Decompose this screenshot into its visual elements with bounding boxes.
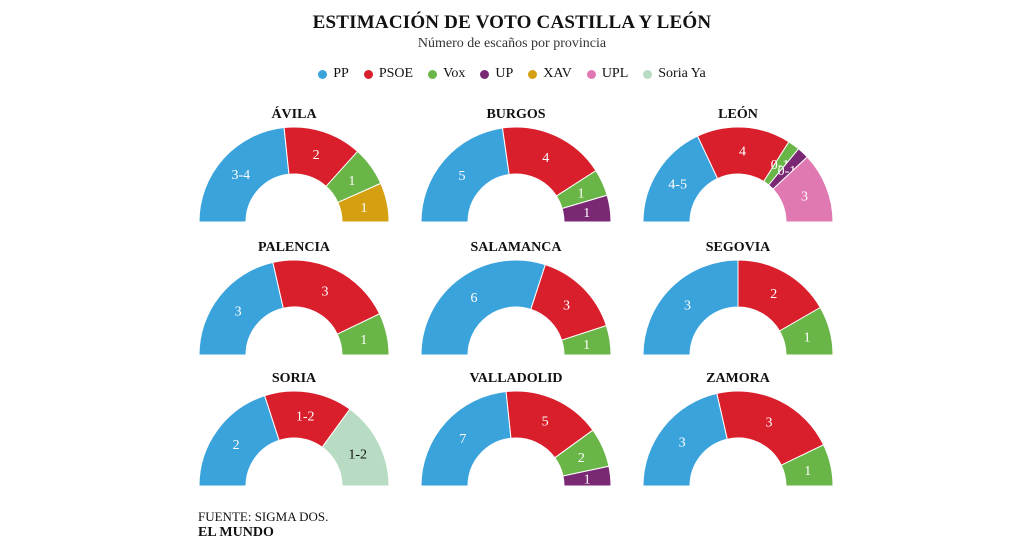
segment-label: 1 <box>578 186 585 201</box>
segment-label: 3 <box>235 304 242 319</box>
segment-label: 2 <box>770 287 777 302</box>
province-title: LEÓN <box>718 105 758 122</box>
segment-up <box>562 465 612 487</box>
segment-pp <box>420 259 546 356</box>
legend-dot-xav <box>528 69 538 79</box>
segment-pp <box>642 259 739 356</box>
segment-label: 1 <box>348 174 355 189</box>
segment-label: 3-4 <box>232 168 251 183</box>
segment-upl <box>772 156 834 223</box>
legend-label-soria-ya: Soria Ya <box>658 66 706 81</box>
segment-pp <box>198 126 290 223</box>
segment-label: 4-5 <box>668 178 687 193</box>
legend-item-up: UP <box>480 66 513 82</box>
segment-label: 2 <box>233 438 240 453</box>
segment-label: 1 <box>584 473 591 488</box>
segment-label: 5 <box>542 415 549 430</box>
province-palencia: PALENCIA 3 3 1 <box>198 240 390 356</box>
legend-label-xav: XAV <box>543 66 572 81</box>
segment-label: 1 <box>583 206 590 221</box>
segment-label: 3 <box>766 416 773 431</box>
legend-item-soria-ya: Soria Ya <box>643 66 706 82</box>
province-title: BURGOS <box>486 107 545 122</box>
legend-dot-vox <box>428 69 438 79</box>
segment-pp <box>420 390 512 487</box>
segment-label: 2 <box>578 451 585 466</box>
segment-label: 3 <box>679 435 686 450</box>
segment-label: 1 <box>804 330 811 345</box>
province-valladolid: VALLADOLID 7 5 2 1 <box>420 371 612 488</box>
legend-label-pp: PP <box>333 66 349 81</box>
segment-label: 1 <box>804 464 811 479</box>
segment-label: 7 <box>459 432 466 447</box>
province-title: VALLADOLID <box>469 371 562 386</box>
province-zamora: ZAMORA 3 3 1 <box>642 371 834 487</box>
segment-up <box>561 194 612 223</box>
segment-label: 4 <box>739 145 746 160</box>
segment-label: 6 <box>470 291 477 306</box>
segment-label: 3 <box>684 298 691 313</box>
province-title: ZAMORA <box>706 371 771 386</box>
chart-title: ESTIMACIÓN DE VOTO CASTILLA Y LEÓN <box>312 12 712 33</box>
province-avila: ÁVILA 3-4 2 11 <box>198 105 390 223</box>
province-title: SORIA <box>272 371 317 386</box>
legend-item-xav: XAV <box>528 66 572 82</box>
segment-vox <box>561 325 612 356</box>
segment-label: 3 <box>801 190 808 205</box>
province-soria: SORIA 2 1-2 1-2 <box>198 371 390 487</box>
legend-dot-soria-ya <box>643 69 653 79</box>
segment-label: 4 <box>542 151 549 166</box>
chart-subtitle: Número de escaños por provincia <box>417 36 607 51</box>
segment-vox <box>778 306 834 356</box>
legend-item-psoe: PSOE <box>363 66 414 82</box>
legend-dot-up <box>480 69 490 79</box>
segment-label: 1-2 <box>296 409 315 424</box>
legend-label-psoe: PSOE <box>378 66 414 81</box>
segment-label: 5 <box>458 169 465 184</box>
legend-dot-psoe <box>363 69 373 79</box>
legend-dot-upl <box>586 69 596 79</box>
province-segovia: SEGOVIA 3 2 1 <box>642 240 834 356</box>
segment-label: 1 <box>583 338 590 353</box>
province-burgos: BURGOS 5 4 1 1 <box>420 107 612 223</box>
segment-xav <box>337 182 390 223</box>
segment-label: 3 <box>563 298 570 313</box>
legend-label-vox: Vox <box>443 66 466 81</box>
province-title: SALAMANCA <box>471 240 563 255</box>
province-title: PALENCIA <box>258 240 331 255</box>
legend-label-up: UP <box>495 66 514 81</box>
legend-dot-pp <box>318 69 328 79</box>
segment-soria-ya <box>321 408 390 487</box>
province-salamanca: SALAMANCA 6 3 1 <box>420 240 612 356</box>
legend-label-upl: UPL <box>601 66 629 81</box>
segment-vox <box>336 313 390 356</box>
source-text: FUENTE: SIGMA DOS. <box>198 509 329 524</box>
segment-label: 1 <box>360 201 367 216</box>
legend-item-vox: Vox <box>428 66 465 82</box>
legend-item-pp: PP <box>318 66 349 82</box>
segment-pp <box>420 127 510 223</box>
province-title: ÁVILA <box>271 105 317 122</box>
legend-item-upl: UPL <box>586 66 629 82</box>
province-title: SEGOVIA <box>706 240 771 255</box>
segment-label: 3 <box>322 285 329 300</box>
segment-vox <box>780 444 834 487</box>
segment-label: 1 <box>360 333 367 348</box>
brand-name: EL MUNDO <box>198 525 274 540</box>
source-note: FUENTE: SIGMA DOS. EL MUNDO <box>198 509 328 541</box>
legend: PP PSOE Vox UP XAV UPL Soria Ya <box>0 66 1024 82</box>
segment-label: 2 <box>313 148 320 163</box>
segment-label: 1-2 <box>348 448 367 463</box>
